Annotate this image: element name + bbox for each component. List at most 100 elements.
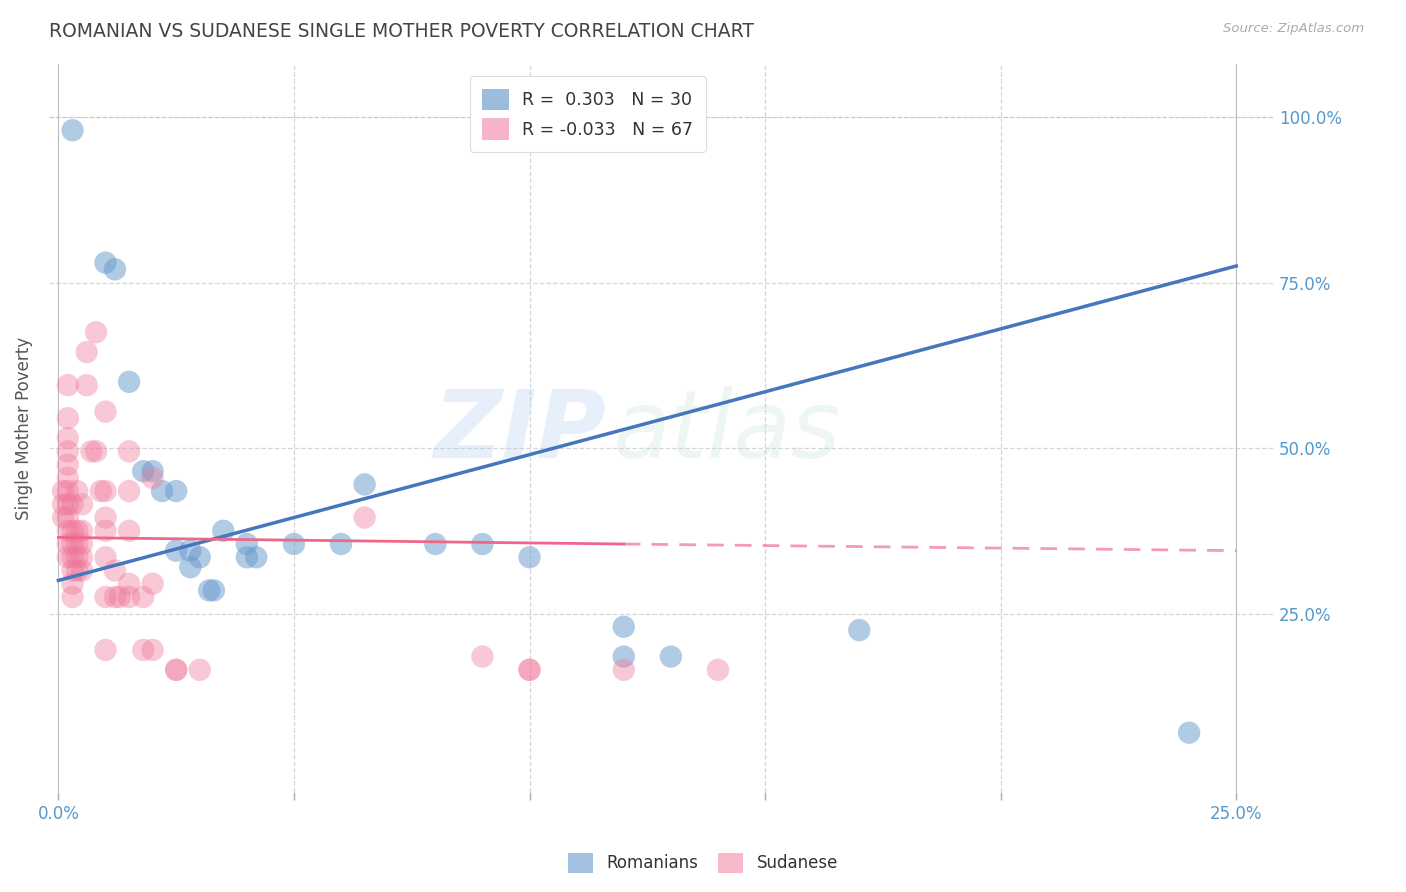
Point — [353, 477, 375, 491]
Text: ZIP: ZIP — [433, 386, 606, 478]
Point — [132, 590, 155, 604]
Point — [202, 583, 225, 598]
Point — [104, 262, 127, 277]
Point — [94, 590, 117, 604]
Point — [132, 464, 155, 478]
Point — [118, 576, 141, 591]
Point — [94, 510, 117, 524]
Point — [70, 550, 93, 565]
Point — [70, 524, 93, 538]
Point — [66, 564, 89, 578]
Point — [56, 444, 79, 458]
Point — [283, 537, 305, 551]
Point — [76, 345, 98, 359]
Legend: Romanians, Sudanese: Romanians, Sudanese — [561, 847, 845, 880]
Point — [142, 464, 165, 478]
Point — [188, 550, 211, 565]
Point — [94, 404, 117, 418]
Point — [236, 550, 259, 565]
Point — [66, 524, 89, 538]
Point — [425, 537, 447, 551]
Point — [104, 590, 127, 604]
Legend: R =  0.303   N = 30, R = -0.033   N = 67: R = 0.303 N = 30, R = -0.033 N = 67 — [471, 77, 706, 152]
Point — [62, 576, 84, 591]
Point — [70, 537, 93, 551]
Point — [118, 444, 141, 458]
Point — [613, 620, 636, 634]
Point — [118, 590, 141, 604]
Point — [150, 484, 173, 499]
Point — [56, 378, 79, 392]
Point — [165, 484, 187, 499]
Point — [62, 497, 84, 511]
Point — [94, 524, 117, 538]
Point — [519, 550, 541, 565]
Point — [118, 524, 141, 538]
Point — [84, 444, 107, 458]
Point — [56, 484, 79, 499]
Point — [62, 590, 84, 604]
Point — [1178, 725, 1201, 739]
Point — [108, 590, 131, 604]
Point — [212, 524, 235, 538]
Point — [90, 484, 112, 499]
Point — [56, 431, 79, 445]
Point — [236, 537, 259, 551]
Point — [165, 543, 187, 558]
Point — [56, 524, 79, 538]
Point — [52, 510, 75, 524]
Point — [94, 550, 117, 565]
Point — [179, 560, 201, 574]
Point — [519, 663, 541, 677]
Point — [70, 564, 93, 578]
Point — [52, 497, 75, 511]
Point — [62, 537, 84, 551]
Point — [56, 471, 79, 485]
Point — [118, 484, 141, 499]
Point — [613, 663, 636, 677]
Point — [165, 663, 187, 677]
Point — [330, 537, 353, 551]
Point — [142, 576, 165, 591]
Point — [66, 484, 89, 499]
Point — [188, 663, 211, 677]
Point — [52, 484, 75, 499]
Point — [165, 663, 187, 677]
Point — [84, 325, 107, 339]
Point — [62, 524, 84, 538]
Point — [62, 123, 84, 137]
Point — [80, 444, 103, 458]
Y-axis label: Single Mother Poverty: Single Mother Poverty — [15, 336, 32, 520]
Point — [56, 510, 79, 524]
Point — [94, 643, 117, 657]
Point — [56, 411, 79, 425]
Text: ROMANIAN VS SUDANESE SINGLE MOTHER POVERTY CORRELATION CHART: ROMANIAN VS SUDANESE SINGLE MOTHER POVER… — [49, 22, 754, 41]
Point — [56, 537, 79, 551]
Point — [179, 543, 201, 558]
Point — [66, 550, 89, 565]
Point — [519, 663, 541, 677]
Point — [66, 537, 89, 551]
Point — [104, 564, 127, 578]
Point — [56, 458, 79, 472]
Point — [142, 471, 165, 485]
Point — [471, 537, 494, 551]
Point — [94, 484, 117, 499]
Point — [142, 643, 165, 657]
Point — [198, 583, 221, 598]
Point — [613, 649, 636, 664]
Point — [56, 497, 79, 511]
Text: Source: ZipAtlas.com: Source: ZipAtlas.com — [1223, 22, 1364, 36]
Point — [245, 550, 267, 565]
Point — [707, 663, 730, 677]
Point — [94, 255, 117, 269]
Point — [62, 550, 84, 565]
Point — [70, 497, 93, 511]
Point — [471, 649, 494, 664]
Point — [118, 375, 141, 389]
Point — [62, 564, 84, 578]
Point — [659, 649, 682, 664]
Point — [353, 510, 375, 524]
Point — [56, 550, 79, 565]
Point — [132, 643, 155, 657]
